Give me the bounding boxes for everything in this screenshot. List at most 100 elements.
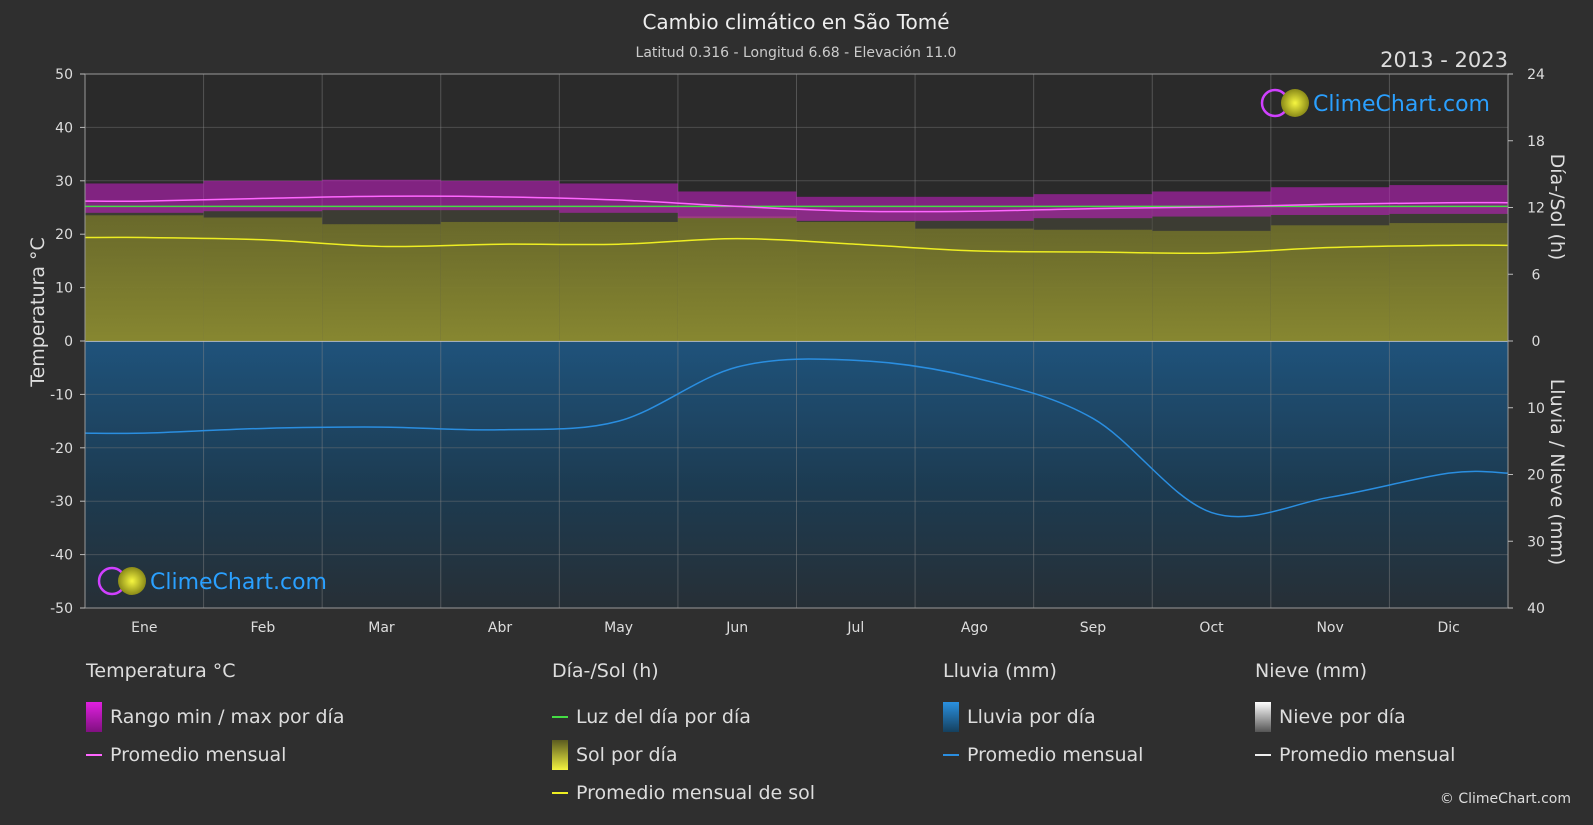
logo-sun-icon — [1281, 89, 1309, 117]
left-tick-label: 20 — [55, 227, 73, 243]
chart-title: Cambio climático en São Tomé — [642, 10, 949, 34]
legend-label: Luz del día por día — [576, 706, 751, 728]
sun-bar — [85, 215, 204, 341]
logo-sun-icon — [118, 567, 146, 595]
rain-avg-swatch-icon — [943, 754, 959, 756]
temp-avg-line — [84, 195, 1509, 213]
temp-range-bar — [796, 196, 916, 221]
legend-temperature: Temperatura °C Rango min / max por día P… — [86, 660, 344, 774]
month-tick-label: Sep — [1080, 620, 1107, 636]
temp-range-bar — [440, 180, 560, 211]
year-range: 2013 - 2023 — [1380, 48, 1508, 72]
month-tick-label: Mar — [368, 620, 395, 636]
month-tick-label: Abr — [488, 620, 512, 636]
sun-bar — [1152, 230, 1271, 341]
axes: 50 40 30 20 10 0 -10 -20 -30 -40 -50 24 18 12 6 0 10 20 30… — [50, 67, 1545, 636]
right-axis-top-label: Día-/Sol (h) — [1546, 154, 1568, 261]
rain-swatch-icon — [943, 702, 959, 732]
right-axis-bottom-label: Lluvia / Nieve (mm) — [1546, 379, 1568, 566]
daylight-swatch-icon — [552, 716, 568, 718]
temp-range-bar — [1270, 187, 1390, 215]
legend-label: Promedio mensual — [110, 744, 287, 766]
right-bottom-tick-label: 20 — [1527, 468, 1545, 484]
month-tick-label: Jul — [846, 620, 864, 636]
legend-rain: Lluvia (mm) Lluvia por día Promedio mens… — [943, 660, 1143, 774]
legend-label: Rango min / max por día — [110, 706, 345, 728]
snow-swatch-icon — [1255, 702, 1271, 732]
legend-item: Promedio mensual — [943, 736, 1143, 774]
temp-range-bar — [85, 183, 204, 213]
left-tick-label: -10 — [50, 387, 73, 403]
left-tick-label: 50 — [55, 67, 73, 83]
legend-item: Sol por día — [552, 736, 815, 774]
left-tick-label: -30 — [50, 494, 73, 510]
sun-bar — [1270, 225, 1390, 341]
sun-avg-line — [84, 236, 1509, 255]
left-tick-label: 10 — [55, 281, 73, 297]
sun-bar — [440, 221, 560, 341]
brand-logo-bottom: ClimeChart.com — [97, 566, 327, 596]
left-axis-label: Temperatura °C — [27, 237, 49, 388]
sun-bar — [1033, 229, 1153, 341]
copyright-text: © ClimeChart.com — [1439, 791, 1571, 807]
sun-bar — [677, 216, 797, 341]
right-bottom-tick-label: 40 — [1527, 601, 1545, 617]
legend-label: Lluvia por día — [967, 706, 1096, 728]
left-tick-label: -50 — [50, 601, 73, 617]
sun-swatch-icon — [552, 740, 568, 770]
month-tick-label: Jun — [725, 620, 748, 636]
right-top-tick-label: 6 — [1532, 267, 1541, 283]
legend-label: Sol por día — [576, 744, 678, 766]
month-tick-label: May — [604, 620, 633, 636]
legend-label: Promedio mensual — [1279, 744, 1456, 766]
legend-item: Promedio mensual — [86, 736, 344, 774]
legend-item: Luz del día por día — [552, 698, 815, 736]
legend-header: Temperatura °C — [86, 660, 236, 682]
legend-snow: Nieve (mm) Nieve por día Promedio mensua… — [1255, 660, 1455, 774]
brand-text-bottom: ClimeChart.com — [150, 570, 327, 595]
sun-bar — [559, 221, 678, 341]
sun-bar — [322, 224, 441, 341]
legend-sun: Día-/Sol (h) Luz del día por día Sol por… — [552, 660, 815, 812]
temp-range-swatch-icon — [86, 702, 102, 732]
left-tick-label: 30 — [55, 174, 73, 190]
chart-subtitle: Latitud 0.316 - Longitud 6.68 - Elevació… — [636, 45, 957, 61]
legend-item: Rango min / max por día — [86, 698, 344, 736]
legend-header: Lluvia (mm) — [943, 660, 1057, 682]
month-tick-label: Ene — [131, 620, 157, 636]
left-tick-label: -40 — [50, 548, 73, 564]
temp-range-bar — [1389, 185, 1508, 214]
month-tick-label: Ago — [961, 620, 988, 636]
brand-text-top: ClimeChart.com — [1313, 92, 1490, 117]
left-tick-label: 0 — [64, 334, 73, 350]
legend-header: Nieve (mm) — [1255, 660, 1367, 682]
sun-bar — [203, 217, 323, 341]
legend-label: Nieve por día — [1279, 706, 1406, 728]
right-top-tick-label: 12 — [1527, 201, 1545, 217]
sun-bar — [915, 228, 1034, 341]
rain-avg-line — [84, 358, 1509, 518]
month-tick-label: Oct — [1199, 620, 1224, 636]
left-tick-label: -20 — [50, 441, 73, 457]
sun-bar — [796, 221, 916, 341]
legend-label: Promedio mensual de sol — [576, 782, 816, 804]
legend-item: Promedio mensual de sol — [552, 774, 815, 812]
month-tick-label: Dic — [1438, 620, 1460, 636]
temp-range-bar — [915, 196, 1034, 221]
month-tick-label: Nov — [1316, 620, 1343, 636]
right-bottom-tick-label: 10 — [1527, 401, 1545, 417]
right-top-tick-label: 18 — [1527, 134, 1545, 150]
right-top-tick-label: 0 — [1532, 334, 1541, 350]
right-top-tick-label: 24 — [1527, 67, 1545, 83]
legend-item: Nieve por día — [1255, 698, 1455, 736]
left-tick-label: 40 — [55, 120, 73, 136]
brand-logo-top: ClimeChart.com — [1260, 88, 1490, 118]
temp-range-bar — [322, 179, 441, 211]
legend-label: Promedio mensual — [967, 744, 1144, 766]
legend-header: Día-/Sol (h) — [552, 660, 659, 682]
temp-range-bar — [1152, 191, 1271, 217]
rain-area — [85, 341, 1508, 608]
sun-avg-swatch-icon — [552, 792, 568, 794]
month-tick-label: Feb — [250, 620, 275, 636]
legend-item: Promedio mensual — [1255, 736, 1455, 774]
